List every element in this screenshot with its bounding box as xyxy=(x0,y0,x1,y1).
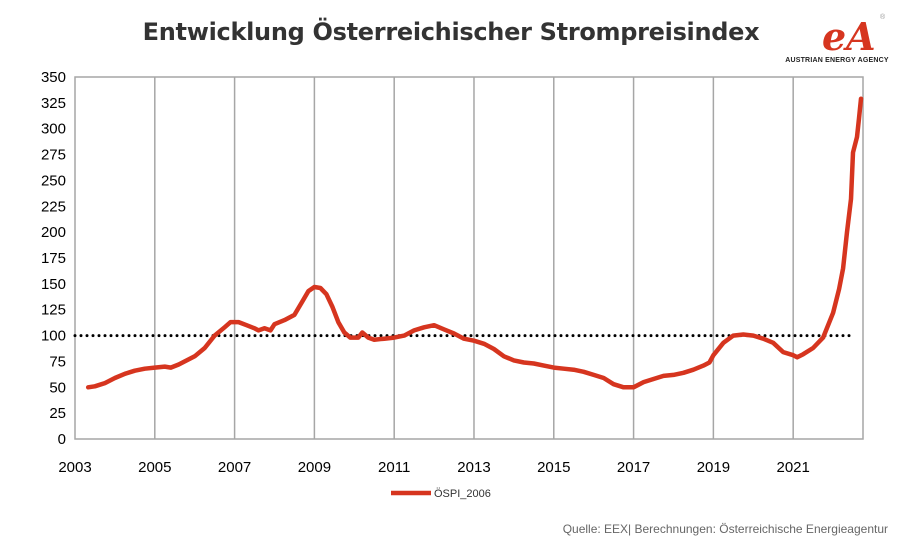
x-tick-label-2019: 2019 xyxy=(697,459,730,476)
x-tick-label-2017: 2017 xyxy=(617,459,650,476)
logo-registered-mark: ® xyxy=(880,13,886,21)
plot-area-border xyxy=(74,76,864,440)
y-tick-label-175: 175 xyxy=(41,250,66,267)
x-tick-label-2013: 2013 xyxy=(457,459,490,476)
x-tick-label-2015: 2015 xyxy=(537,459,570,476)
series-line-0 xyxy=(85,96,864,390)
y-tick-label-25: 25 xyxy=(49,405,66,422)
logo-text: AUSTRIAN ENERGY AGENCY xyxy=(785,57,889,64)
y-tick-label-250: 250 xyxy=(41,172,66,189)
x-tick-label-2009: 2009 xyxy=(298,459,331,476)
logo-mark: eA xyxy=(822,14,876,59)
x-tick-label-2003: 2003 xyxy=(58,459,91,476)
austrian-energy-agency-logo: eA ® xyxy=(822,13,886,59)
x-tick-label-2011: 2011 xyxy=(378,459,410,476)
chart-title: Entwicklung Österreichischer Strompreisi… xyxy=(142,18,760,46)
x-tick-label-2007: 2007 xyxy=(218,459,251,476)
y-tick-label-200: 200 xyxy=(41,224,66,241)
y-tick-label-350: 350 xyxy=(41,69,66,86)
y-tick-label-50: 50 xyxy=(49,379,66,396)
y-tick-label-100: 100 xyxy=(41,328,66,345)
legend-label-0: ÖSPI_2006 xyxy=(434,488,491,500)
y-tick-label-300: 300 xyxy=(41,121,66,138)
source-note: Quelle: EEX| Berechnungen: Österreichisc… xyxy=(562,522,888,536)
x-tick-label-2005: 2005 xyxy=(138,459,171,476)
y-tick-label-150: 150 xyxy=(41,276,66,293)
y-tick-label-325: 325 xyxy=(41,95,66,112)
y-tick-label-0: 0 xyxy=(58,431,66,448)
y-tick-label-125: 125 xyxy=(41,302,66,319)
y-tick-label-75: 75 xyxy=(49,353,66,370)
x-tick-label-2021: 2021 xyxy=(776,459,809,476)
y-tick-label-225: 225 xyxy=(41,198,66,215)
y-tick-label-275: 275 xyxy=(41,147,66,164)
